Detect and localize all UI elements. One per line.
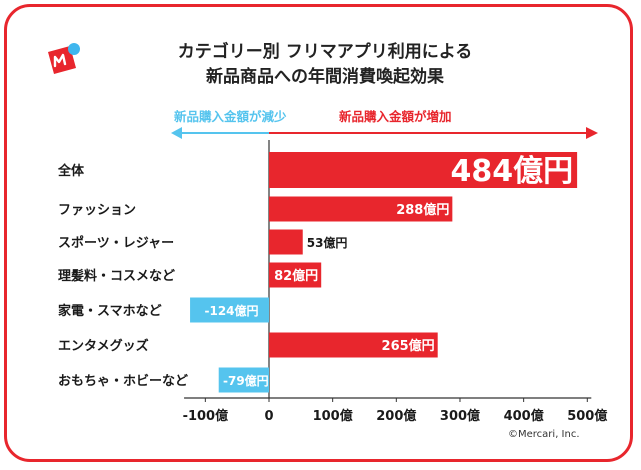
bar — [218, 367, 269, 393]
x-tick-label: 100億 — [313, 408, 353, 424]
x-tick-label: -100億 — [183, 408, 229, 424]
bar — [269, 332, 438, 358]
mercari-logo-icon — [48, 43, 80, 74]
category-labels: 全体ファッションスポーツ・レジャー理髪料・コスメなど家電・スマホなどエンタメグッ… — [57, 163, 188, 389]
increase-arrow-head — [586, 127, 598, 139]
direction-arrows: 新品購入金額が減少 新品購入金額が増加 — [171, 109, 598, 139]
category-label: エンタメグッズ — [58, 338, 149, 354]
bar — [269, 262, 322, 288]
decrease-arrow-head — [171, 127, 182, 139]
chart-title: カテゴリー別 フリマアプリ利用による 新品商品への年間消費喚起効果 — [90, 40, 560, 90]
x-axis: -100億 0 100億 200億 300億 400億 500億 — [183, 140, 607, 424]
x-tick-label: 300億 — [440, 408, 480, 424]
chart-title-line-1: カテゴリー別 フリマアプリ利用による — [177, 42, 473, 62]
card-frame — [4, 4, 633, 462]
x-tick-label: 200億 — [376, 408, 416, 424]
category-label: スポーツ・レジャー — [58, 235, 174, 251]
bar — [269, 152, 578, 188]
copyright-credit: ©Mercari, Inc. — [508, 429, 580, 440]
category-label: おもちゃ・ホビーなど — [58, 373, 188, 389]
data-label: 288億円 — [396, 202, 449, 218]
bar — [269, 196, 453, 222]
bar — [269, 229, 303, 255]
category-label: 全体 — [57, 163, 85, 179]
category-label: 家電・スマホなど — [58, 303, 162, 319]
data-label: 484億円 — [450, 154, 573, 189]
increase-label: 新品購入金額が増加 — [339, 109, 452, 124]
x-tick-label: 0 — [264, 409, 273, 424]
category-label: 理髪料・コスメなど — [58, 268, 175, 284]
bar — [190, 297, 269, 323]
category-label: ファッション — [58, 203, 136, 218]
data-label: 265億円 — [382, 338, 435, 354]
data-label: 53億円 — [307, 235, 348, 250]
data-label: -124億円 — [205, 303, 259, 318]
data-label: -79億円 — [223, 373, 269, 388]
data-label: 82億円 — [274, 268, 318, 284]
decrease-label: 新品購入金額が減少 — [174, 109, 287, 124]
chart-title-line-2: 新品商品への年間消費喚起効果 — [206, 67, 444, 87]
x-tick-label: 500億 — [567, 408, 607, 424]
x-tick-label: 400億 — [504, 408, 544, 424]
